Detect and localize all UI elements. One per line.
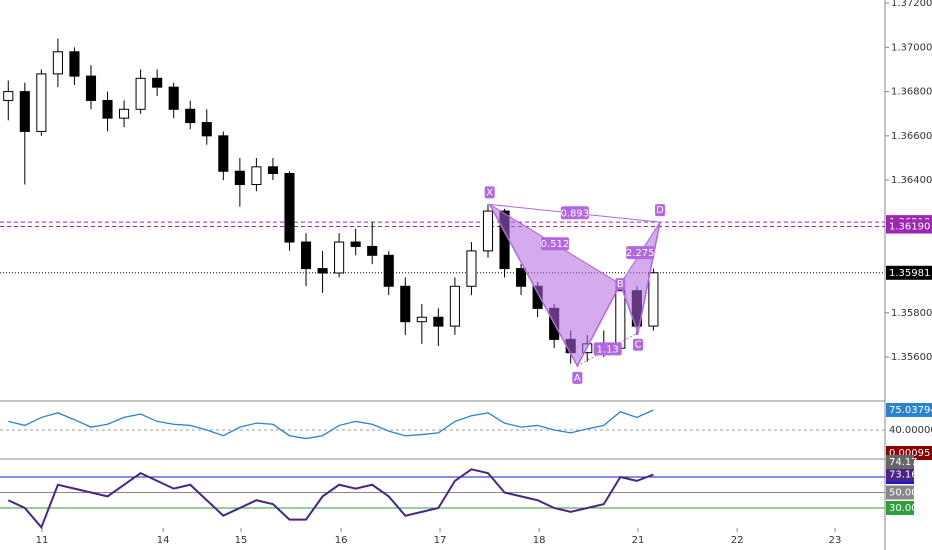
candle-body	[367, 245, 378, 256]
level-label-bg	[886, 423, 932, 437]
y-tick-label: 1.37000	[891, 42, 932, 53]
candle-body	[251, 166, 262, 186]
candle-body	[102, 99, 113, 119]
x-tick-label: 18	[533, 535, 546, 546]
price-line-label: 1.35981	[889, 268, 930, 279]
candle-body	[267, 166, 278, 174]
price-line-label-bg	[886, 265, 932, 280]
point-label-bg	[633, 338, 644, 351]
ratio-label-bg	[593, 342, 622, 356]
candle-body	[648, 272, 659, 327]
point-label: A	[574, 373, 581, 384]
y-tick-label: 1.35600	[891, 352, 932, 363]
candle-body	[400, 285, 411, 323]
y-tick-label: 1.36800	[891, 87, 932, 98]
ratio-label: 0.512	[541, 239, 570, 250]
indicator-value-label: 73.16	[889, 470, 918, 481]
candle-body	[52, 51, 63, 75]
candle-body	[350, 241, 361, 247]
x-tick-label: 15	[235, 535, 248, 546]
level-label: 50.00	[889, 488, 918, 499]
y-tick-label: 1.35800	[891, 308, 932, 319]
ratio-label: 0.893	[561, 208, 590, 219]
point-label-bg	[484, 186, 495, 199]
indicator-value-label: 75.03794	[889, 405, 932, 416]
ratio-label-bg	[540, 237, 569, 251]
candle-body	[482, 210, 494, 252]
level-label-bg	[886, 485, 914, 500]
level-label: 40.00000	[889, 425, 932, 436]
point-label-bg	[655, 204, 666, 217]
candle-body	[135, 77, 146, 110]
candle-body	[334, 241, 345, 274]
candle-body	[300, 241, 312, 270]
candle-body	[201, 122, 212, 137]
candle-body	[234, 170, 245, 186]
candle-body	[615, 290, 626, 349]
point-label-bg	[572, 371, 583, 384]
indicator-line	[7, 468, 654, 530]
level-label: 30.00	[889, 503, 918, 514]
y-tick-label: 1.36600	[891, 131, 932, 142]
ratio-label-bg	[626, 246, 655, 260]
x-tick-label: 11	[36, 535, 49, 546]
x-tick-label: 23	[829, 535, 842, 546]
x-tick-label: 22	[731, 535, 744, 546]
candle-body	[185, 108, 196, 124]
candle-body	[19, 91, 30, 132]
candle-body	[85, 75, 97, 101]
x-tick-label: 17	[434, 535, 447, 546]
candle-body	[516, 268, 527, 287]
candle-body	[152, 77, 163, 88]
y-tick-label: 1.37200	[891, 0, 932, 9]
candle-body	[449, 285, 460, 327]
candle-body	[119, 108, 130, 119]
indicator-value-label-bg	[886, 467, 914, 482]
x-tick-label: 21	[632, 535, 645, 546]
candle-body	[317, 268, 328, 274]
candle-body	[3, 91, 14, 101]
x-tick-label: 16	[335, 535, 348, 546]
ratio-label: 2.275	[626, 248, 655, 259]
candle-body	[168, 86, 179, 110]
point-label: X	[486, 187, 493, 198]
indicator-readout: 0.00095	[889, 448, 930, 459]
ratio-line	[577, 332, 639, 367]
candle-body	[69, 51, 80, 77]
candle-body	[466, 250, 477, 287]
candle-body	[36, 73, 47, 132]
candle-body	[416, 316, 427, 323]
ratio-label-bg	[560, 206, 589, 220]
point-label-bg	[615, 278, 626, 291]
point-label: D	[656, 205, 664, 216]
indicator-readout: 74.17	[889, 457, 918, 468]
x-tick-label: 14	[157, 535, 170, 546]
candle-body	[284, 172, 295, 243]
level-label-bg	[886, 500, 914, 515]
y-tick-label: 1.36400	[891, 175, 932, 186]
candle-body	[218, 135, 229, 172]
price-line-label: 1.36190	[889, 222, 930, 233]
point-label: B	[617, 279, 624, 290]
candle-body	[433, 316, 444, 327]
ratio-label: 1.13	[597, 344, 619, 355]
indicator-value-label-bg	[886, 402, 932, 417]
indicator-readout-bg	[886, 455, 914, 469]
point-label: C	[635, 340, 642, 351]
price-line-label-bg	[886, 219, 932, 234]
indicator-line	[8, 409, 654, 440]
candle-body	[383, 254, 394, 287]
